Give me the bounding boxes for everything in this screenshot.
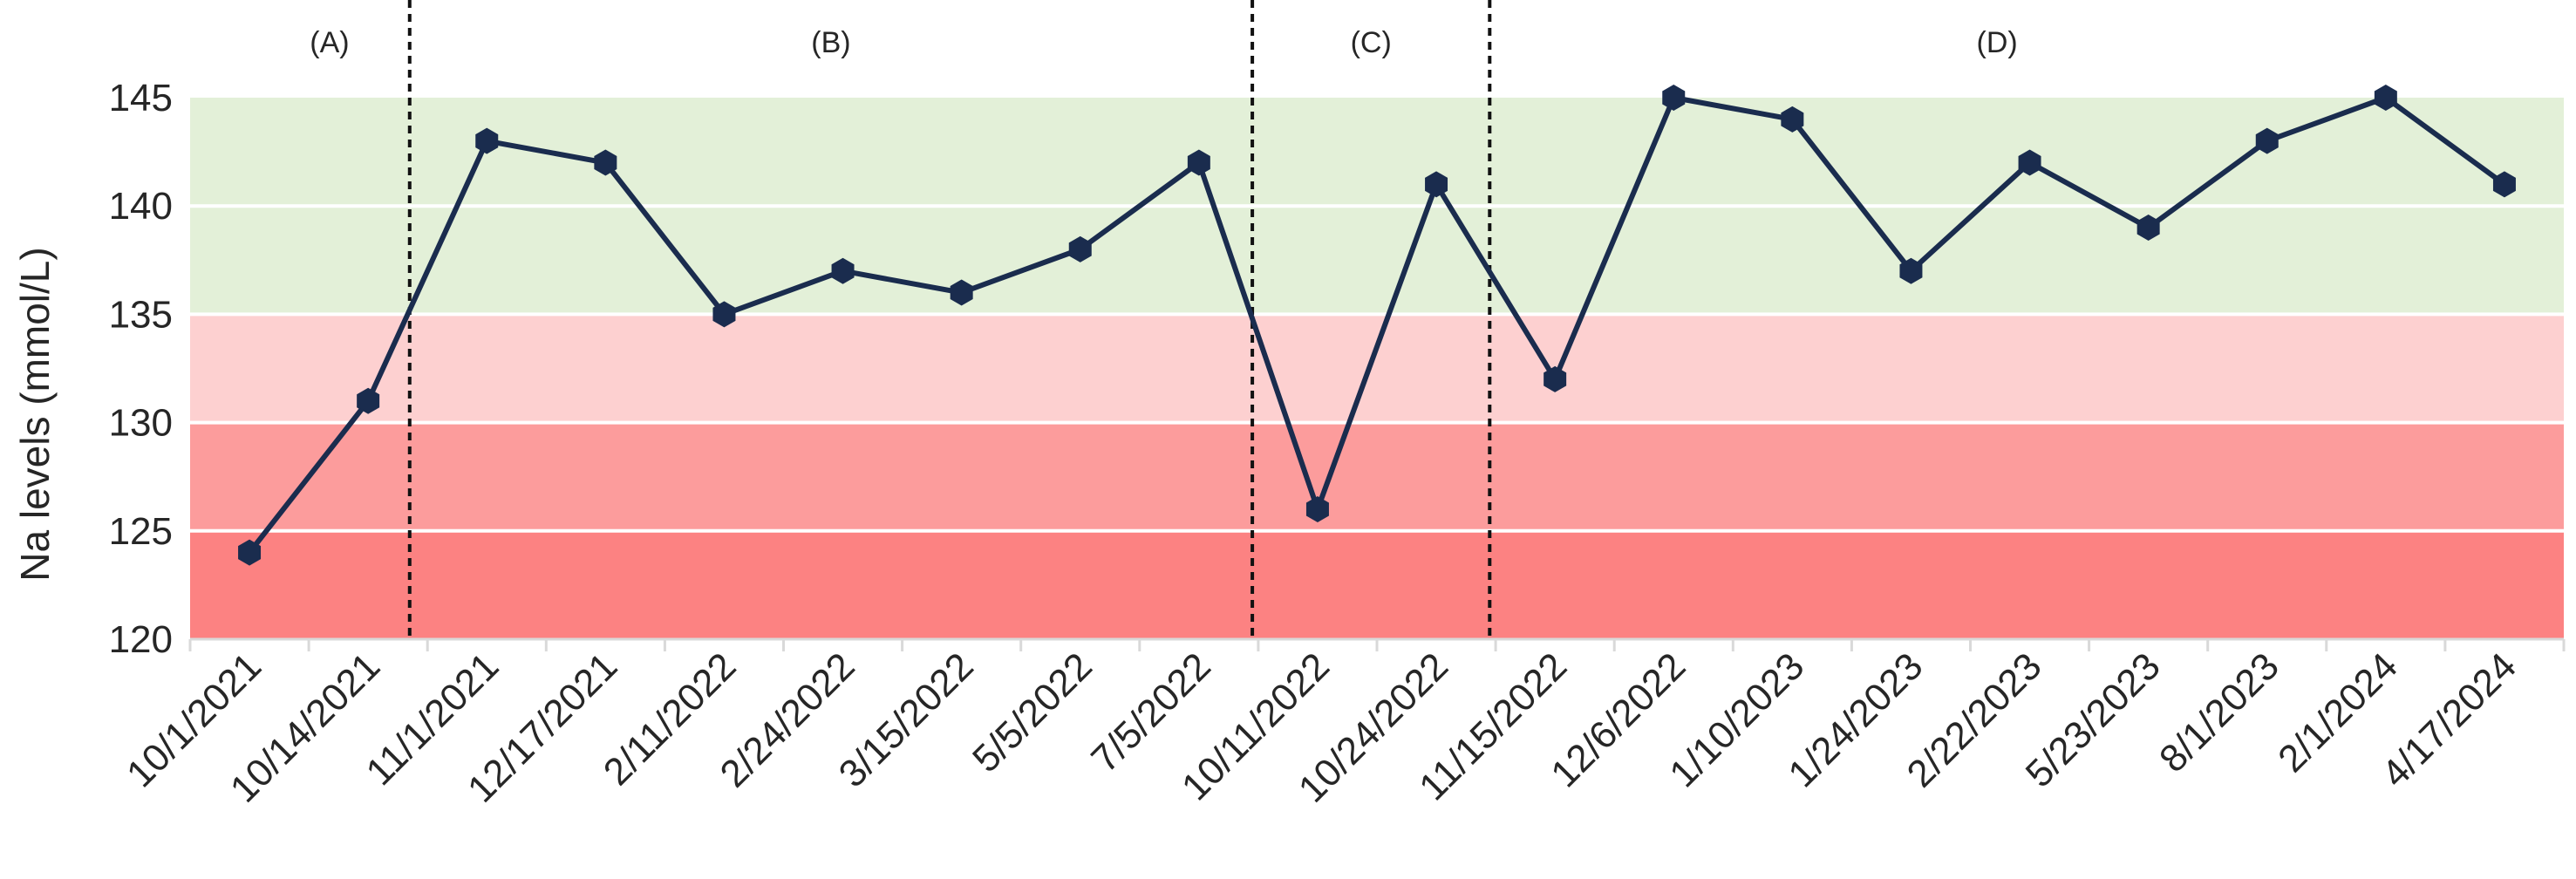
data-point (238, 539, 262, 566)
series-line-path (247, 95, 2506, 555)
data-point (2255, 127, 2279, 154)
data-point (2492, 171, 2516, 198)
data-point (594, 149, 617, 176)
phase-labels: (A) (B) (C) (D) (310, 26, 2017, 59)
data-point (1187, 149, 1210, 176)
data-point (1425, 171, 1448, 198)
x-tick-label: 5/5/2022 (964, 644, 1101, 780)
data-point (712, 301, 736, 328)
axes (188, 637, 2566, 651)
data-point (1899, 257, 1923, 284)
y-tick-label: 145 (109, 77, 173, 119)
phase-label: (B) (811, 26, 850, 59)
data-point (475, 127, 499, 154)
y-tick-label: 140 (109, 185, 173, 228)
x-tick-label: 8/1/2023 (2151, 644, 2287, 780)
data-point (2018, 149, 2041, 176)
phase-label: (C) (1351, 26, 1392, 59)
y-tick-label: 130 (109, 402, 173, 445)
reference-bands (190, 98, 2564, 639)
data-point (831, 257, 855, 284)
y-tick-label: 120 (109, 618, 173, 661)
band-120-125 (190, 530, 2564, 639)
data-point (1068, 235, 1092, 262)
data-point (2136, 215, 2160, 242)
phase-label: (D) (1977, 26, 2018, 59)
band-130-135 (190, 314, 2564, 423)
series-line (247, 95, 2506, 555)
data-points (238, 85, 2516, 566)
y-tick-label: 135 (109, 293, 173, 336)
phase-label: (A) (310, 26, 349, 59)
x-tick-labels: 10/1/202110/14/202111/1/202112/17/20212/… (119, 644, 2525, 810)
data-point (1781, 106, 1804, 133)
data-point (2374, 85, 2397, 111)
y-tick-label: 125 (109, 510, 173, 553)
y-axis-label: Na levels (mmol/L) (12, 247, 58, 581)
phase-dividers (407, 0, 1492, 639)
data-point (1662, 85, 1686, 111)
band-125-130 (190, 422, 2564, 531)
y-tick-labels: 120 125 130 135 140 145 (109, 77, 173, 661)
data-point (1305, 495, 1329, 522)
data-point (950, 279, 973, 306)
data-point (357, 387, 380, 414)
data-point (1544, 365, 1567, 392)
